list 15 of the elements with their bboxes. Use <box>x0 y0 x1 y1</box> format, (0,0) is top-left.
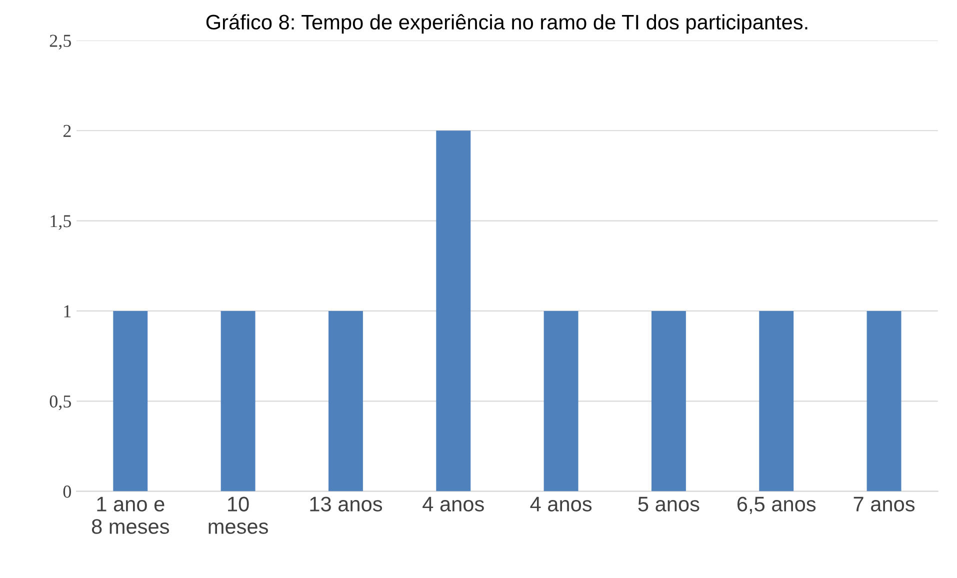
y-tick-label: 1,5 <box>50 215 71 230</box>
x-tick-label: 4 anos <box>530 496 592 512</box>
y-tick-label: 0 <box>63 486 72 498</box>
x-tick-label: 7 anos <box>854 496 915 512</box>
x-tick-label: 10 meses <box>208 496 268 534</box>
y-tick-label: 2 <box>63 124 71 137</box>
x-tick-label: 1 ano e 8 meses <box>92 496 170 534</box>
x-tick-label: 6,5 anos <box>737 496 816 514</box>
x-tick-label: 5 anos <box>638 496 700 512</box>
y-tick-label: 0,5 <box>50 395 71 410</box>
x-tick-label: 13 anos <box>310 496 382 512</box>
y-tick-label: 1 <box>64 305 71 318</box>
y-tick-label: 2,5 <box>50 34 71 50</box>
chart-title: Gráfico 8: Tempo de experiência no ramo de TI dos participantes. <box>206 14 808 34</box>
x-tick-label: 4 anos <box>422 496 484 512</box>
